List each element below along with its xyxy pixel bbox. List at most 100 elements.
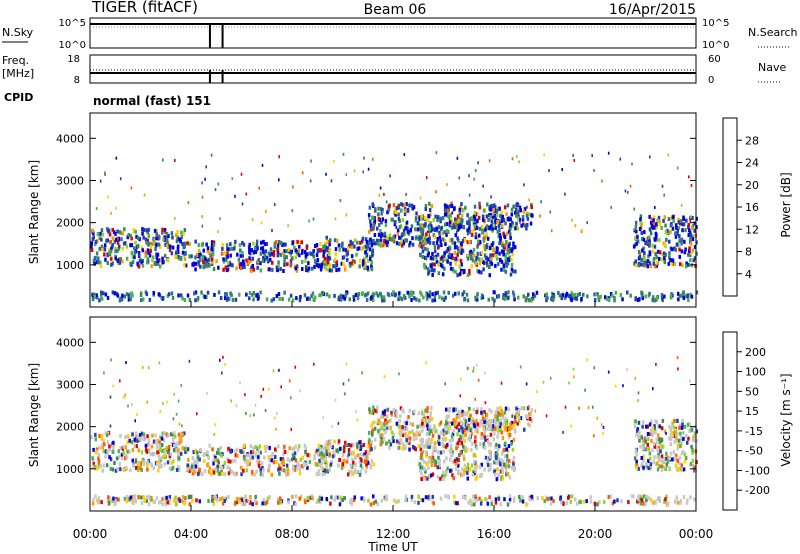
heatmap-cell	[137, 495, 140, 500]
heatmap-cell	[679, 500, 682, 505]
heatmap-cell	[106, 450, 109, 454]
heatmap-cell	[204, 262, 207, 266]
heatmap-cell	[318, 472, 321, 477]
heatmap-cell	[648, 227, 652, 232]
heatmap-cell	[201, 195, 204, 199]
heatmap-cell	[114, 246, 117, 251]
heatmap-cell	[354, 455, 357, 460]
heatmap-cell	[254, 499, 257, 503]
heatmap-cell	[673, 419, 676, 423]
heatmap-cell	[163, 238, 166, 243]
heatmap-cell	[473, 459, 476, 464]
heatmap-cell	[399, 406, 403, 411]
heatmap-cell	[231, 177, 234, 181]
heatmap-cell	[100, 237, 103, 242]
heatmap-cell	[109, 240, 113, 244]
heatmap-cell	[573, 375, 575, 379]
heatmap-cell	[465, 292, 469, 297]
heatmap-cell	[165, 243, 169, 248]
heatmap-cell	[500, 430, 503, 435]
heatmap-cell	[252, 267, 256, 272]
heatmap-cell	[122, 241, 126, 246]
heatmap-cell	[212, 495, 215, 500]
heatmap-cell	[420, 471, 423, 476]
heatmap-cell	[373, 437, 377, 442]
heatmap-cell	[658, 457, 662, 462]
heatmap-cell	[311, 496, 314, 501]
heatmap-cell	[441, 272, 445, 277]
heatmap-cell	[192, 261, 195, 266]
heatmap-cell	[412, 205, 416, 210]
heatmap-cell	[438, 235, 442, 240]
heatmap-cell	[453, 418, 457, 423]
heatmap-cell	[405, 438, 408, 443]
heatmap-cell	[432, 268, 435, 273]
heatmap-cell	[145, 449, 149, 454]
heatmap-cell	[414, 447, 417, 452]
heatmap-cell	[97, 452, 101, 457]
heatmap-cell	[460, 421, 463, 426]
heatmap-cell	[449, 457, 452, 462]
heatmap-cell	[292, 446, 296, 451]
heatmap-cell	[430, 473, 433, 478]
heatmap-cell	[496, 219, 499, 224]
heatmap-cell	[449, 421, 451, 425]
heatmap-cell	[655, 263, 658, 268]
heatmap-cell	[401, 433, 405, 437]
heatmap-cell	[245, 292, 248, 297]
heatmap-cell	[367, 213, 371, 218]
heatmap-cell	[256, 459, 259, 463]
heatmap-cell	[671, 258, 675, 263]
heatmap-cell	[488, 273, 491, 278]
heatmap-cell	[308, 296, 311, 301]
heatmap-cell	[118, 230, 122, 235]
heatmap-cell	[305, 267, 308, 272]
heatmap-cell	[212, 461, 215, 466]
heatmap-cell	[427, 214, 431, 219]
heatmap-cell	[490, 224, 493, 229]
heatmap-cell	[470, 426, 473, 431]
heatmap-cell	[328, 264, 331, 269]
heatmap-cell	[180, 235, 184, 240]
heatmap-cell	[239, 248, 242, 253]
heatmap-cell	[673, 425, 676, 430]
heatmap-cell	[191, 456, 194, 460]
heatmap-cell	[99, 264, 103, 269]
heatmap-cell	[451, 421, 454, 426]
heatmap-cell	[341, 294, 345, 299]
heatmap-cell	[146, 257, 150, 262]
heatmap-cell	[466, 254, 469, 259]
heatmap-cell	[411, 206, 414, 211]
heatmap-cell	[446, 259, 449, 264]
heatmap-cell	[211, 447, 214, 452]
heatmap-cell	[293, 456, 296, 461]
heatmap-cell	[158, 244, 162, 249]
heatmap-cell	[180, 230, 183, 235]
heatmap-cell	[320, 444, 323, 449]
heatmap-cell	[480, 407, 483, 412]
heatmap-cell	[347, 246, 350, 251]
heatmap-cell	[437, 461, 441, 466]
heatmap-cell	[218, 465, 221, 470]
heatmap-cell	[162, 438, 166, 443]
heatmap-cell	[325, 172, 327, 176]
heatmap-cell	[286, 457, 290, 462]
heatmap-cell	[345, 443, 348, 448]
heatmap-cell	[422, 242, 426, 247]
heatmap-cell	[142, 495, 145, 500]
heatmap-cell	[372, 501, 376, 506]
heatmap-cell	[444, 436, 448, 441]
heatmap-cell	[464, 205, 467, 210]
heatmap-cell	[660, 293, 664, 297]
heatmap-cell	[475, 419, 478, 423]
heatmap-cell	[335, 448, 338, 453]
heatmap-cell	[397, 212, 400, 217]
heatmap-cell	[654, 419, 657, 424]
heatmap-cell	[183, 263, 186, 268]
heatmap-cell	[363, 293, 367, 298]
heatmap-cell	[424, 240, 427, 245]
heatmap-cell	[503, 462, 506, 467]
heatmap-cell	[337, 463, 340, 468]
heatmap-cell	[155, 445, 159, 450]
heatmap-cell	[684, 228, 687, 233]
